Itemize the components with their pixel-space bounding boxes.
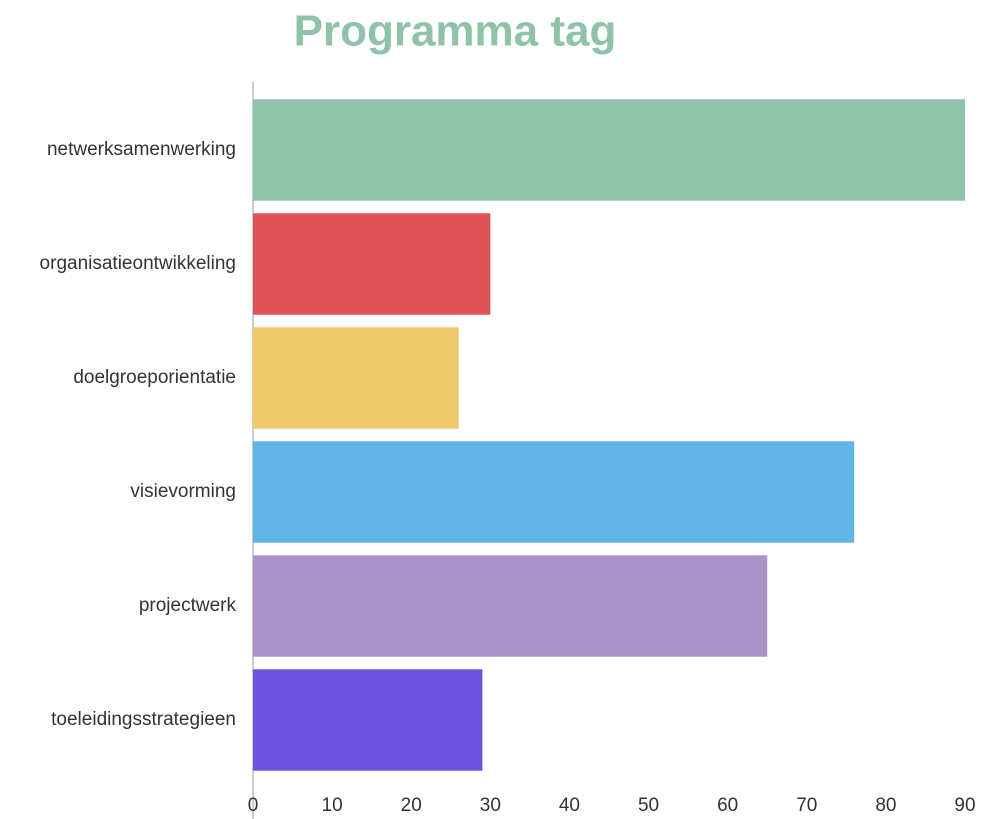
x-tick-label: 80	[875, 795, 896, 816]
x-tick-label: 70	[796, 795, 817, 816]
bar	[253, 555, 768, 657]
y-tick-label: toeleidingsstrategieen	[51, 709, 236, 730]
y-tick-label: visievorming	[130, 481, 236, 502]
bar	[253, 669, 483, 771]
x-tick-label: 30	[480, 795, 501, 816]
y-tick-label: netwerksamenwerking	[47, 139, 236, 160]
chart-title: Programma tag	[294, 7, 617, 56]
bar	[253, 213, 491, 315]
y-tick-label: doelgroeporientatie	[73, 367, 236, 388]
bar	[253, 99, 965, 201]
x-tick-label: 90	[954, 795, 975, 816]
y-tick-label: projectwerk	[139, 595, 237, 616]
x-tick-label: 50	[638, 795, 659, 816]
y-tick-label: organisatieontwikkeling	[40, 253, 236, 274]
x-tick-label: 20	[401, 795, 422, 816]
bar	[253, 441, 855, 543]
x-tick-label: 60	[717, 795, 738, 816]
x-tick-label: 40	[559, 795, 580, 816]
x-tick-label: 10	[322, 795, 343, 816]
x-tick-label: 0	[248, 795, 259, 816]
bar	[253, 327, 459, 429]
